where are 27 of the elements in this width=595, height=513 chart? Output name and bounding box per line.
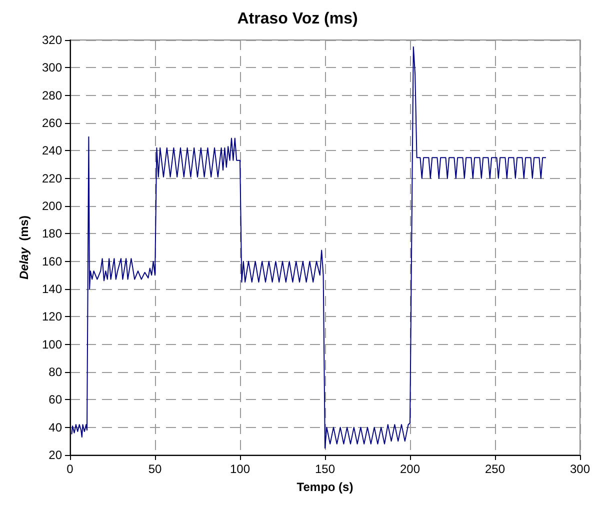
y-tick-label: 100	[42, 337, 62, 352]
x-axis-title: Tempo (s)	[296, 480, 354, 494]
y-tick-label: 240	[42, 144, 62, 158]
y-tick-label: 120	[42, 310, 62, 324]
y-axis-title: Delay (ms)	[17, 215, 31, 280]
y-tick-label: 140	[42, 282, 62, 296]
y-tick-label: 40	[48, 420, 62, 434]
x-tick-label: 300	[570, 462, 590, 476]
x-tick-label: 100	[230, 462, 250, 476]
y-tick-label: 280	[42, 88, 62, 102]
x-tick-label: 0	[66, 462, 74, 476]
y-tick-label: 260	[42, 116, 62, 130]
y-tick-label: 60	[48, 392, 62, 407]
y-tick-label: 300	[42, 60, 62, 75]
y-tick-label: 20	[48, 448, 62, 462]
y-tick-label: 220	[42, 171, 62, 186]
y-tick-label: 320	[42, 33, 62, 47]
x-tick-label: 250	[484, 462, 506, 476]
x-tick-label: 200	[400, 462, 420, 476]
y-tick-label: 80	[48, 365, 62, 379]
x-tick-label: 50	[148, 462, 162, 476]
x-tick-label: 150	[314, 462, 336, 476]
chart-title: Atraso Voz (ms)	[237, 10, 358, 28]
y-tick-label: 180	[42, 226, 62, 241]
y-tick-label: 160	[42, 254, 62, 268]
line-series	[71, 46, 546, 449]
y-tick-label: 200	[42, 199, 62, 213]
